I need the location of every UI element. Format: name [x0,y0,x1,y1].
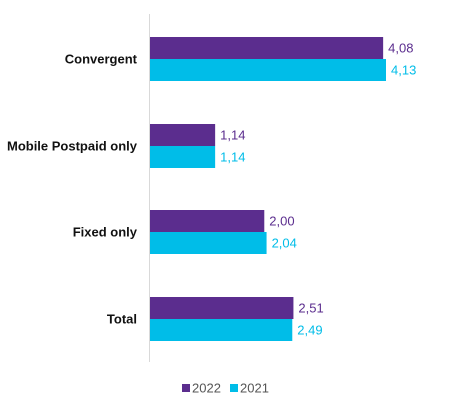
value-label-mobile-postpaid-only-2021: 1,14 [220,150,245,165]
bar-total-2022 [150,297,294,319]
value-label-total-2022: 2,51 [298,301,323,316]
legend-swatch-2021 [230,384,238,392]
legend-swatch-2022 [182,384,190,392]
legend-label-2021: 2021 [240,381,269,396]
bar-fixed-only-2021 [150,232,267,254]
category-label-mobile-postpaid-only: Mobile Postpaid only [7,139,138,154]
category-label-fixed-only: Fixed only [73,225,138,240]
value-label-mobile-postpaid-only-2022: 1,14 [220,128,245,143]
value-label-convergent-2021: 4,13 [391,63,416,78]
bar-mobile-postpaid-only-2022 [150,124,216,146]
value-label-total-2021: 2,49 [297,323,322,338]
value-label-fixed-only-2021: 2,04 [272,236,297,251]
category-labels: Convergent Mobile Postpaid only Fixed only… [7,52,138,327]
category-label-total: Total [107,312,137,327]
legend: 2022 2021 [182,381,269,396]
bar-fixed-only-2022 [150,210,265,232]
value-labels: 4,08 4,13 1,14 1,14 2,00 2,04 2,51 2,49 [220,41,416,338]
bar-total-2021 [150,319,293,341]
bar-convergent-2021 [150,59,386,81]
category-label-convergent: Convergent [65,52,138,67]
value-label-fixed-only-2022: 2,00 [269,214,294,229]
legend-label-2022: 2022 [192,381,221,396]
bar-convergent-2022 [150,37,384,59]
value-label-convergent-2022: 4,08 [388,41,413,56]
bars [150,37,386,341]
bar-mobile-postpaid-only-2021 [150,146,216,168]
